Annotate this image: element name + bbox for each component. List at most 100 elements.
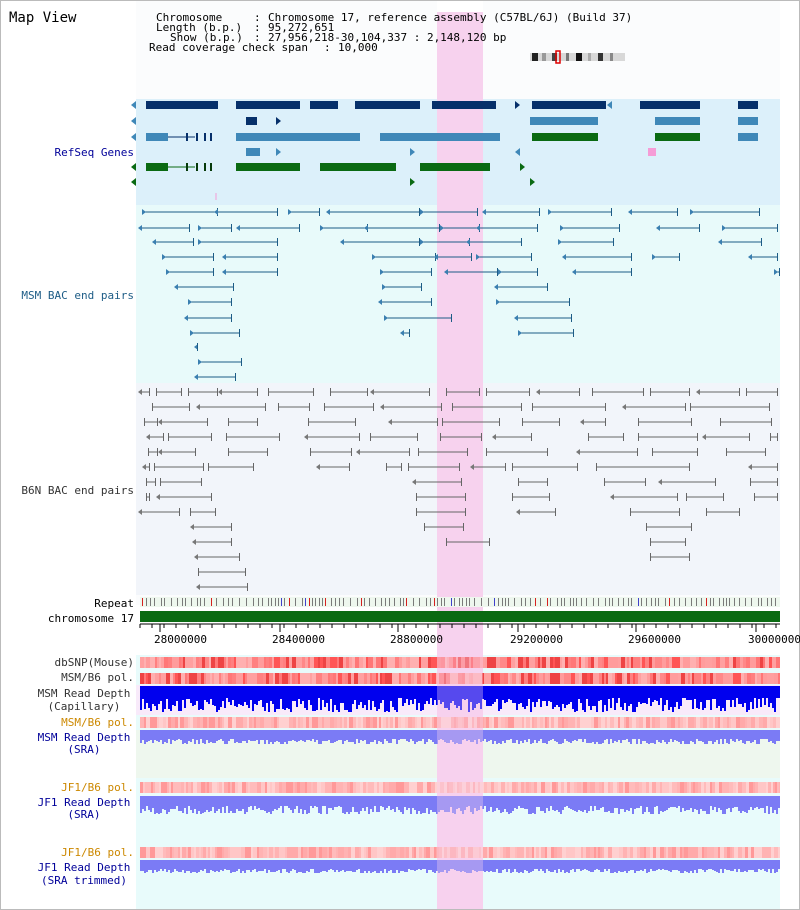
jf1-b6-pol-mark: [646, 782, 649, 793]
track-label-msm-bac[interactable]: MSM BAC end pairs: [21, 289, 134, 302]
jf1-depth-trim-bar: [722, 860, 724, 873]
jf1-depth-sra-bar: [158, 796, 160, 814]
msm-bac-end-tick: [619, 224, 620, 232]
jf1-b6-pol-mark: [617, 782, 619, 793]
track-label-repeat[interactable]: Repeat: [94, 597, 134, 610]
jf1-depth-sra-bar: [222, 796, 224, 807]
msm-b6-pol-2-mark: [663, 717, 667, 728]
msm-depth-cap-bar: [664, 686, 666, 705]
repeat-mark: [350, 598, 351, 606]
jf1-depth-trim-bar: [290, 860, 292, 871]
jf1-b6-pol-mark: [374, 782, 377, 793]
track-label-jf1-depth-sra[interactable]: JF1 Read Depth: [37, 796, 131, 809]
msm-bac-end-tick: [319, 208, 320, 216]
msm-b6-pol-2-mark: [671, 717, 675, 728]
b6n-bac-end-tick: [367, 388, 368, 396]
msm-depth-sra-bar: [438, 730, 440, 740]
jf1-depth-trim-bar: [450, 860, 452, 869]
b6n-bac-end: [610, 494, 614, 500]
msm-b6-pol-2-mark: [140, 717, 144, 728]
msm-bac-end: [198, 225, 202, 231]
dbsnp-density-mark: [765, 657, 769, 668]
jf1-b6-pol-mark: [771, 782, 773, 793]
msm-b6-pol-2-mark: [526, 717, 530, 728]
track-label-msm-b6-pol-2[interactable]: MSM/B6 pol.: [61, 716, 134, 729]
jf1-depth-trim-bar: [218, 860, 220, 872]
track-label-b6n-bac[interactable]: B6N BAC end pairs: [21, 484, 134, 497]
track-label-msm-b6-pol[interactable]: MSM/B6 pol.: [61, 671, 134, 684]
msm-b6-pol-mark: [414, 673, 417, 684]
repeat-mark: [322, 598, 323, 606]
msm-depth-cap-bar: [534, 686, 536, 707]
jf1-b6-pol-mark: [768, 782, 771, 793]
msm-depth-sra-bar: [602, 730, 604, 743]
b6n-bac-end: [412, 479, 416, 485]
msm-b6-pol-mark: [322, 673, 324, 684]
b6n-bac-end-tick: [689, 388, 690, 396]
msm-depth-sra-bar: [432, 730, 434, 742]
msm-depth-cap-bar: [774, 686, 776, 712]
msm-b6-pol-2-mark: [379, 717, 381, 728]
jf1-depth-sra-bar: [726, 796, 728, 809]
b6n-bac-end-tick: [154, 463, 155, 471]
repeat-mark: [400, 598, 401, 606]
dbsnp-density-mark: [258, 657, 260, 668]
jf1-b6-pol-2-mark: [630, 847, 633, 858]
msm-b6-pol-2-mark: [562, 717, 564, 728]
dbsnp-density-mark: [246, 657, 248, 668]
jf1-depth-trim-bar: [318, 860, 320, 873]
jf1-b6-pol-2-mark: [738, 847, 742, 858]
msm-depth-sra-bar: [772, 730, 774, 743]
msm-depth-cap-bar: [492, 686, 494, 704]
jf1-depth-sra-bar: [584, 796, 586, 810]
msm-b6-pol-mark: [219, 673, 221, 684]
b6n-bac-end-tick: [461, 478, 462, 486]
jf1-depth-trim-bar: [330, 860, 332, 869]
jf1-depth-sra-bar: [540, 796, 542, 811]
jf1-b6-pol-2-mark: [566, 847, 568, 858]
track-label-jf1-b6-pol-2[interactable]: JF1/B6 pol.: [61, 846, 134, 859]
jf1-depth-trim-bar: [468, 860, 470, 873]
jf1-depth-sra-bar: [564, 796, 566, 807]
msm-depth-cap-bar: [158, 686, 160, 704]
track-label-jf1-b6-pol[interactable]: JF1/B6 pol.: [61, 781, 134, 794]
msm-b6-pol-mark: [284, 673, 288, 684]
track-label-msm-depth-cap[interactable]: MSM Read Depth: [37, 687, 131, 700]
jf1-depth-trim-bar: [436, 860, 438, 871]
repeat-mark: [481, 598, 482, 606]
track-label-dbsnp[interactable]: dbSNP(Mouse): [54, 656, 134, 669]
jf1-depth-trim-bar: [610, 860, 612, 873]
msm-bac-end: [652, 254, 656, 260]
msm-b6-pol-mark: [432, 673, 436, 684]
msm-depth-cap-bar: [606, 686, 608, 711]
jf1-depth-trim-bar: [288, 860, 290, 873]
msm-depth-cap-bar: [216, 686, 218, 712]
dbsnp-density-mark: [264, 657, 266, 668]
dbsnp-density-mark: [585, 657, 588, 668]
msm-b6-pol-mark: [295, 673, 298, 684]
track-label-jf1-depth-trim[interactable]: JF1 Read Depth: [37, 861, 131, 874]
track-label-msm-depth-sra[interactable]: MSM Read Depth: [37, 731, 131, 744]
msm-b6-pol-2-mark: [594, 717, 598, 728]
msm-depth-cap-bar: [406, 686, 408, 699]
msm-b6-pol-mark: [189, 673, 193, 684]
msm-b6-pol-2-mark: [703, 717, 705, 728]
jf1-depth-trim-bar: [608, 860, 610, 869]
msm-depth-sra-bar: [622, 730, 624, 740]
jf1-b6-pol-mark: [590, 782, 593, 793]
jf1-b6-pol-2-mark: [529, 847, 532, 858]
jf1-b6-pol-2-mark: [199, 847, 201, 858]
msm-b6-pol-mark: [681, 673, 685, 684]
track-label-refseq-genes[interactable]: RefSeq Genes: [54, 146, 134, 159]
msm-depth-cap-bar: [530, 686, 532, 712]
jf1-depth-trim-bar: [684, 860, 686, 871]
jf1-b6-pol-2-mark: [434, 847, 436, 858]
msm-b6-pol-2-mark: [200, 717, 203, 728]
msm-b6-pol-mark: [643, 673, 647, 684]
jf1-depth-sra-bar: [402, 796, 404, 814]
repeat-mark: [239, 598, 240, 606]
dbsnp-density-mark: [355, 657, 359, 668]
msm-depth-cap-bar: [612, 686, 614, 698]
msm-depth-cap-bar: [610, 686, 612, 708]
